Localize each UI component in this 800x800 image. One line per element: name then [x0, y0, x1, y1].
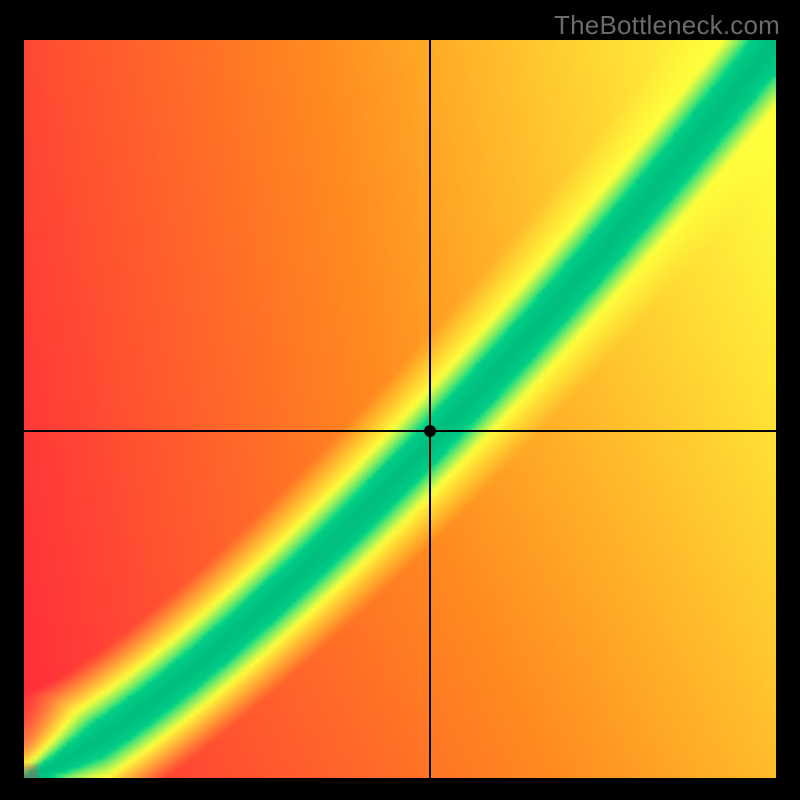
- crosshair-vertical-line: [429, 40, 431, 778]
- watermark-text: TheBottleneck.com: [554, 10, 780, 41]
- chart-container: TheBottleneck.com: [0, 0, 800, 800]
- heatmap-plot: [24, 40, 776, 778]
- heatmap-canvas: [24, 40, 776, 778]
- marker-dot: [424, 425, 436, 437]
- crosshair-horizontal-line: [24, 430, 776, 432]
